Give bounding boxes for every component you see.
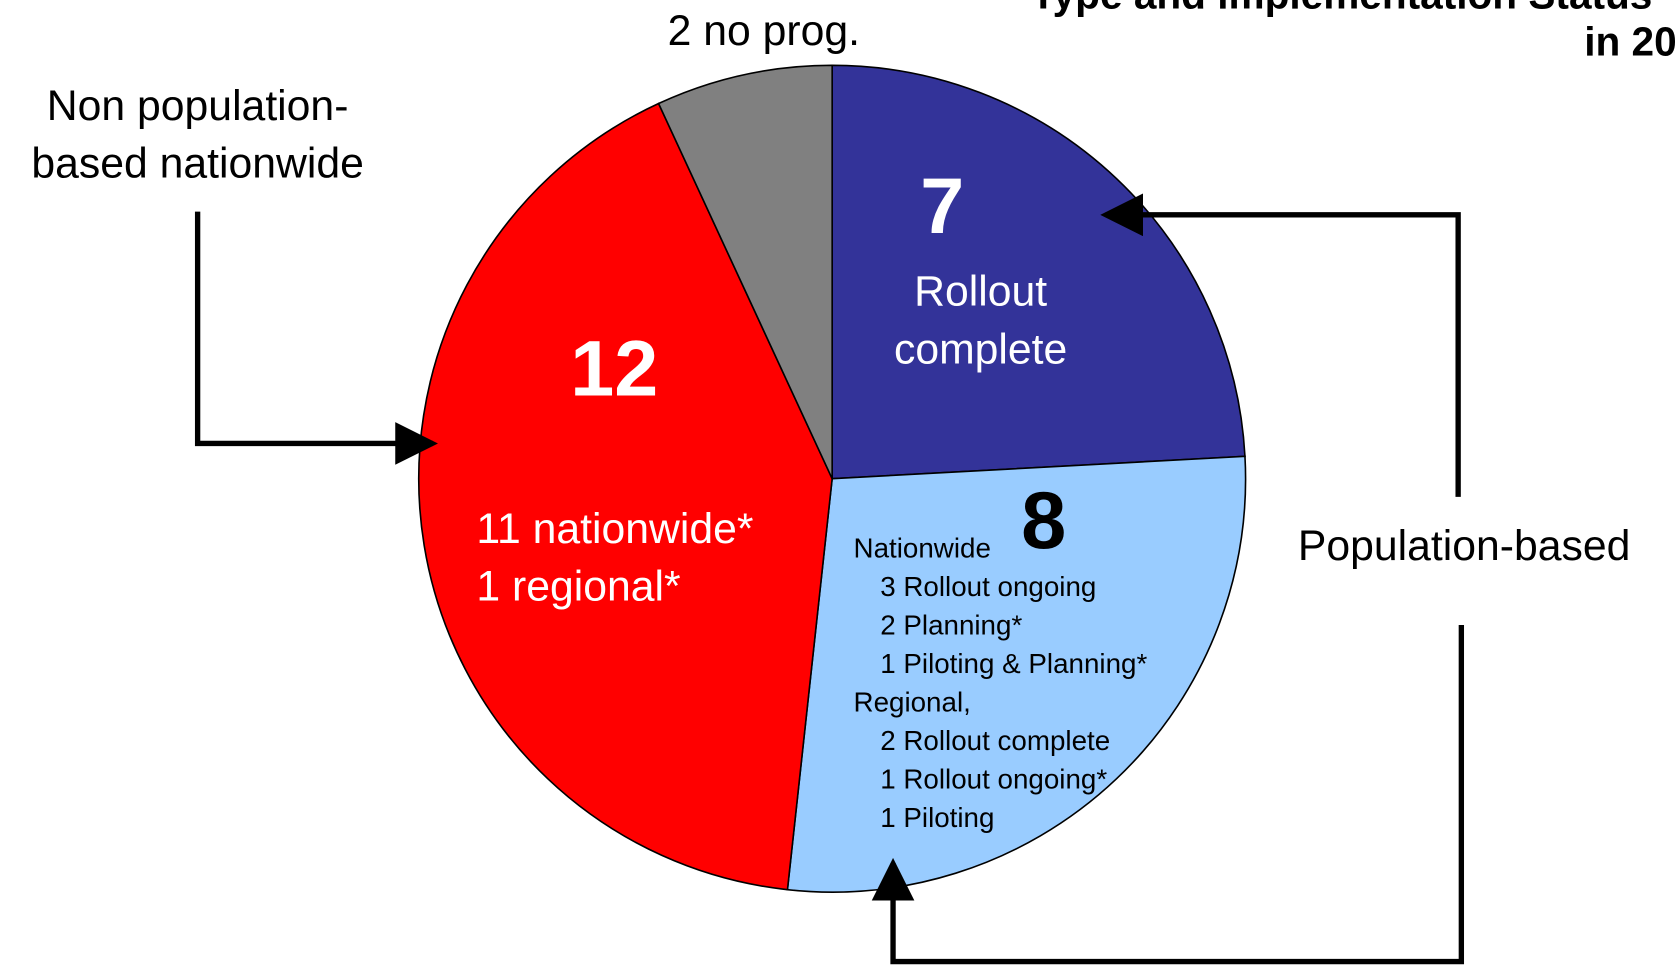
annotation: Non population-	[47, 82, 349, 130]
slice-text: 1 Rollout ongoing*	[880, 763, 1107, 794]
slice-text: 11 nationwide*	[476, 505, 753, 553]
pie-slice	[417, 102, 833, 891]
title: Type and implementation Status	[1031, 0, 1653, 18]
annotation: based nationwide	[31, 139, 364, 187]
slice-text: Regional,	[854, 687, 971, 718]
slice-text: Nationwide	[854, 533, 991, 564]
annotation: Population-based	[1298, 522, 1631, 570]
slice-text: 1 regional*	[476, 562, 680, 610]
slice-text: 3 Rollout ongoing	[880, 571, 1096, 602]
pie-slice	[657, 64, 833, 480]
slice-text: Rollout	[914, 268, 1047, 316]
arrows	[194, 193, 1465, 965]
arrow	[1100, 193, 1461, 497]
pie-slice	[831, 64, 1246, 480]
arrow	[194, 211, 438, 465]
slice-text: 2 Planning*	[880, 610, 1022, 641]
value-label: 2 no prog.	[668, 7, 860, 55]
slice-text: complete	[894, 325, 1067, 373]
value-label: 8	[1021, 476, 1066, 566]
title: in 20	[1584, 19, 1675, 65]
value-label: 7	[920, 161, 964, 250]
value-label: 12	[570, 323, 658, 412]
slice-text: 1 Piloting & Planning*	[880, 648, 1147, 679]
slice-text: 1 Piloting	[880, 802, 994, 833]
arrow	[871, 625, 1465, 965]
slice-text: 2 Rollout complete	[880, 725, 1110, 756]
pie	[417, 64, 1247, 893]
